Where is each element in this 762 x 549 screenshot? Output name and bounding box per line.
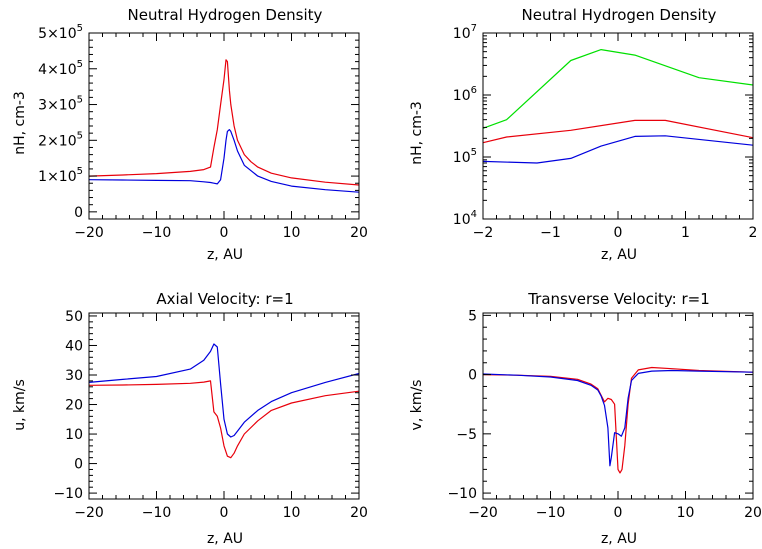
y-tick-label: −5 — [456, 427, 477, 443]
x-tick-label: 10 — [283, 505, 301, 521]
y-tick-exponent: 6 — [471, 85, 477, 96]
y-tick-label: −10 — [53, 486, 83, 502]
y-tick-mantissa: 1×10 — [38, 169, 76, 185]
y-tick-mantissa: 10 — [453, 212, 471, 228]
series-line-red — [88, 59, 360, 186]
chart-marks — [88, 59, 360, 193]
x-tick-label: 20 — [744, 505, 762, 521]
x-axis-label: z, AU — [601, 247, 637, 263]
plot-frame — [482, 32, 754, 220]
y-tick-label: 50 — [65, 309, 83, 325]
y-tick-exponent: 5 — [77, 95, 83, 106]
x-axis-label: z, AU — [601, 531, 637, 547]
y-tick-label: 5×105 — [38, 23, 83, 42]
y-tick-label: 105 — [453, 147, 477, 166]
x-tick-label: −20 — [74, 505, 104, 521]
x-tick-label: −1 — [540, 225, 561, 241]
x-axis-label: z, AU — [207, 531, 243, 547]
x-tick-label: −10 — [142, 505, 172, 521]
y-tick-exponent: 5 — [77, 23, 83, 34]
y-tick-mantissa: 10 — [453, 150, 471, 166]
x-tick-label: 10 — [283, 225, 301, 241]
y-tick-label: 106 — [453, 85, 477, 104]
chart-marks — [482, 48, 754, 164]
y-tick-exponent: 5 — [77, 59, 83, 70]
y-tick-label: 3×105 — [38, 95, 83, 114]
y-tick-label: 107 — [453, 23, 477, 42]
x-tick-label: −2 — [473, 225, 494, 241]
y-tick-label: 104 — [453, 209, 477, 228]
y-tick-label: 0 — [468, 368, 477, 384]
y-tick-mantissa: 4×10 — [38, 62, 76, 78]
chart-marks — [482, 366, 754, 474]
panel-density-log: Neutral Hydrogen Density nH, cm-3 z, AU … — [409, 6, 757, 263]
y-tick-exponent: 5 — [471, 147, 477, 158]
x-tick-label: 0 — [220, 505, 229, 521]
x-tick-label: −20 — [468, 505, 498, 521]
y-axis-label: nH, cm-3 — [409, 101, 425, 165]
panel-axial-velocity: Axial Velocity: r=1 u, km/s z, AU −20 −10… — [12, 290, 368, 547]
y-tick-mantissa: 10 — [453, 88, 471, 104]
x-tick-label: 0 — [614, 225, 623, 241]
y-tick-label: 10 — [65, 427, 83, 443]
plot-frame — [88, 312, 360, 500]
y-tick-label: 20 — [65, 398, 83, 414]
series-line-blue — [482, 369, 754, 467]
y-tick-label: 0 — [74, 205, 83, 221]
y-tick-mantissa: 5×10 — [38, 26, 76, 42]
y-axis-label: u, km/s — [12, 379, 28, 431]
series-line-red — [482, 119, 754, 144]
x-tick-label: 10 — [677, 505, 695, 521]
chart-title: Neutral Hydrogen Density — [522, 6, 717, 24]
plot-frame — [482, 312, 754, 500]
chart-title: Neutral Hydrogen Density — [128, 6, 323, 24]
x-tick-label: −10 — [142, 225, 172, 241]
x-tick-label: 0 — [614, 505, 623, 521]
series-line-blue — [482, 135, 754, 164]
y-tick-label: 40 — [65, 338, 83, 354]
y-tick-exponent: 7 — [471, 23, 477, 34]
plot-frame — [88, 32, 360, 220]
series-line-blue — [88, 343, 360, 438]
series-line-green — [482, 48, 754, 129]
y-tick-label: 0 — [74, 457, 83, 473]
y-tick-label: 2×105 — [38, 130, 83, 149]
x-tick-label: 1 — [681, 225, 690, 241]
y-tick-mantissa: 3×10 — [38, 98, 76, 114]
axis-ticks: −20 −10 0 10 20 −10 0 10 20 30 40 50 — [53, 309, 367, 521]
y-tick-exponent: 5 — [77, 130, 83, 141]
x-tick-label: −10 — [536, 505, 566, 521]
y-axis-label: nH, cm-3 — [12, 91, 28, 155]
x-tick-label: 20 — [350, 225, 368, 241]
y-tick-exponent: 5 — [77, 166, 83, 177]
y-tick-exponent: 4 — [471, 209, 477, 220]
y-tick-label: 30 — [65, 368, 83, 384]
panel-density-linear: Neutral Hydrogen Density nH, cm-3 z, AU … — [12, 6, 368, 263]
y-tick-label: 4×105 — [38, 59, 83, 78]
x-tick-label: −20 — [74, 225, 104, 241]
x-tick-label: 2 — [749, 225, 758, 241]
x-axis-label: z, AU — [207, 247, 243, 263]
y-tick-label: 1×105 — [38, 166, 83, 185]
series-line-blue — [88, 129, 360, 193]
x-tick-label: 20 — [350, 505, 368, 521]
y-tick-mantissa: 0 — [74, 205, 83, 221]
chart-marks — [88, 343, 360, 459]
y-tick-label: 5 — [468, 308, 477, 324]
series-line-red — [482, 366, 754, 474]
axis-ticks: −20 −10 0 10 20 −10 −5 0 5 — [447, 308, 761, 521]
chart-title: Axial Velocity: r=1 — [156, 290, 293, 308]
y-tick-mantissa: 10 — [453, 26, 471, 42]
y-tick-label: −10 — [447, 486, 477, 502]
x-tick-label: 0 — [220, 225, 229, 241]
panel-transverse-velocity: Transverse Velocity: r=1 v, km/s z, AU −… — [409, 290, 762, 547]
y-axis-label: v, km/s — [409, 380, 425, 431]
series-line-red — [88, 380, 360, 459]
chart-title: Transverse Velocity: r=1 — [527, 290, 710, 308]
y-tick-mantissa: 2×10 — [38, 133, 76, 149]
